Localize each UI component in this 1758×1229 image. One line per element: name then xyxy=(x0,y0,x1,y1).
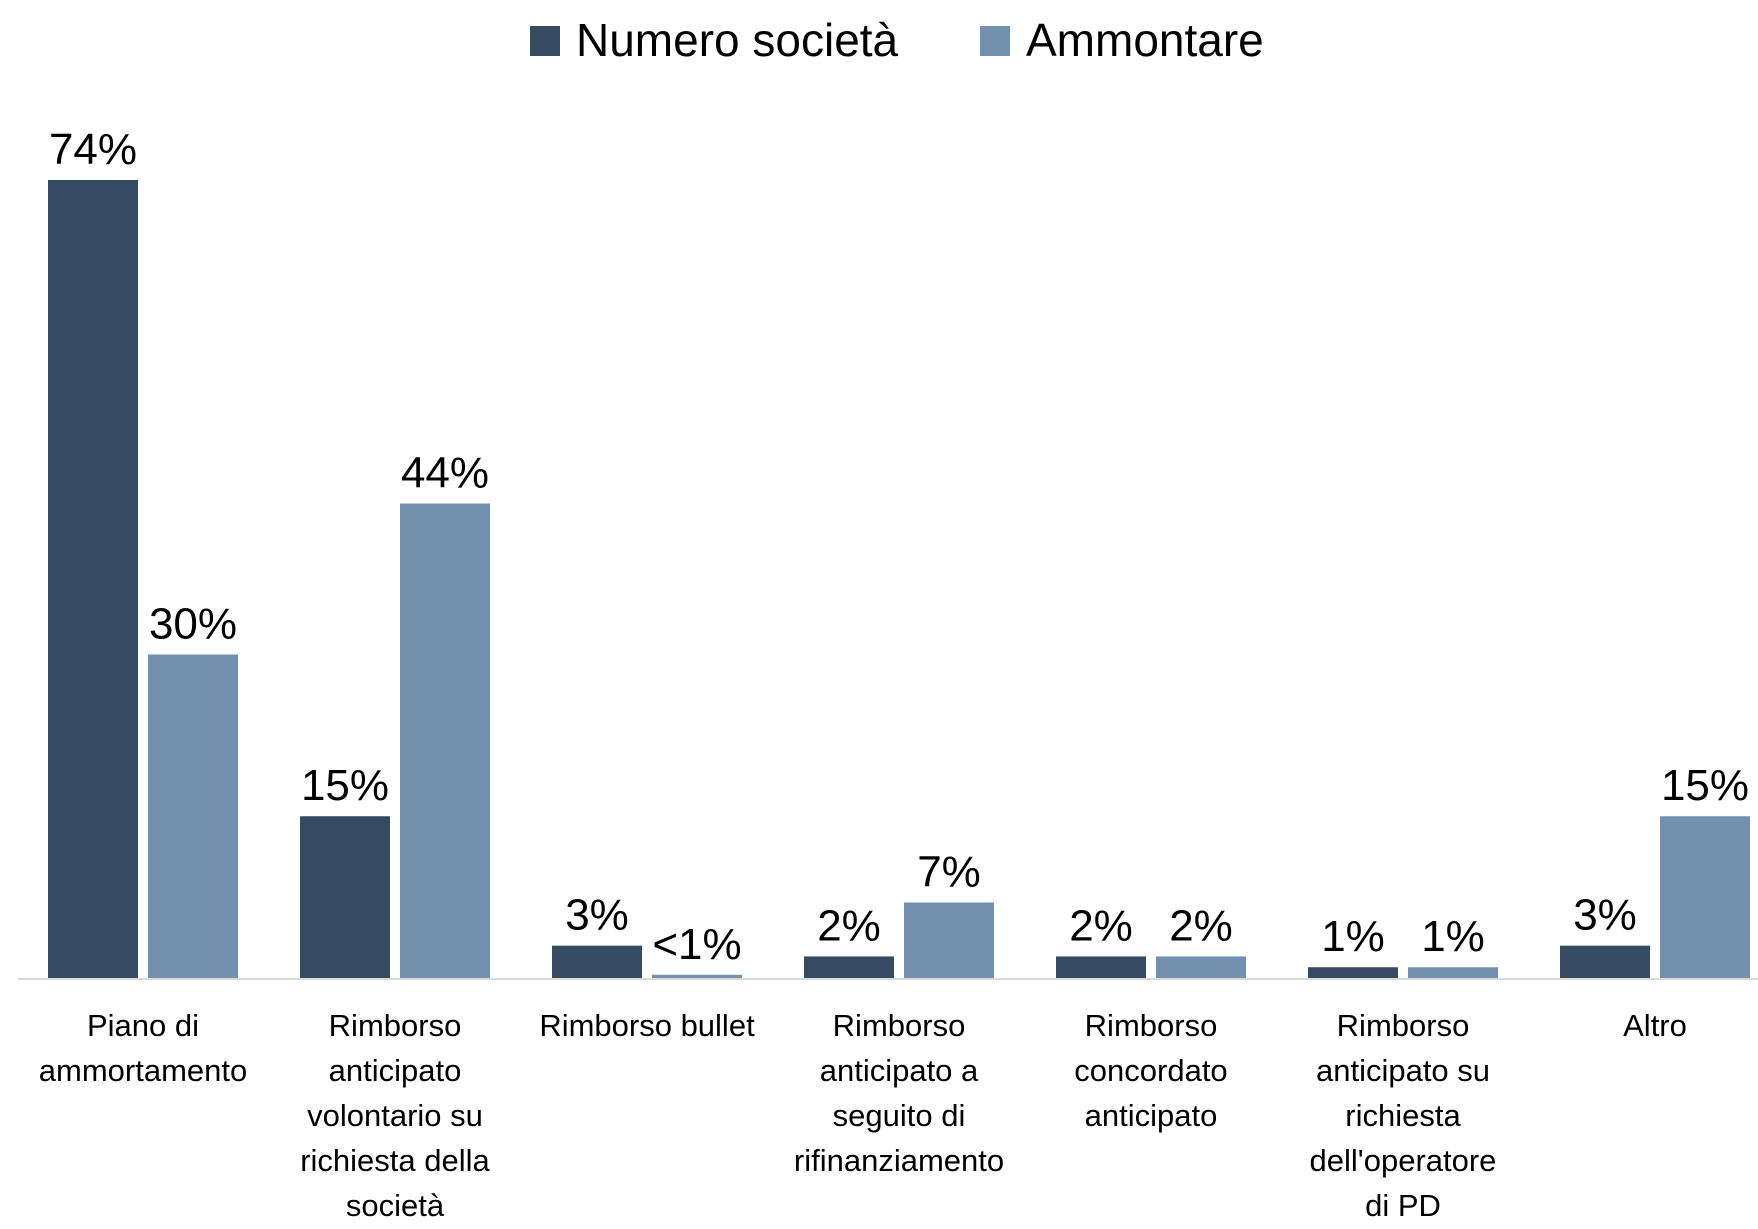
bar-numero-societa-6 xyxy=(1560,945,1650,978)
category-label-line: anticipato a xyxy=(820,1053,979,1088)
bar-ammontare-4 xyxy=(1156,956,1246,978)
data-label-numero-societa-6: 3% xyxy=(1573,891,1637,940)
category-label-line: Rimborso xyxy=(329,1008,462,1043)
legend-label-ammontare: Ammontare xyxy=(1026,14,1264,66)
bars xyxy=(48,180,1750,978)
legend: Numero società Ammontare xyxy=(530,14,1264,66)
category-label-line: di PD xyxy=(1365,1188,1441,1223)
bar-numero-societa-2 xyxy=(552,945,642,978)
data-label-numero-societa-1: 15% xyxy=(301,761,389,810)
data-label-numero-societa-2: 3% xyxy=(565,891,629,940)
category-label-line: Rimborso xyxy=(1085,1008,1218,1043)
category-label-line: ammortamento xyxy=(39,1053,247,1088)
data-label-numero-societa-5: 1% xyxy=(1321,912,1385,961)
category-label-line: volontario su xyxy=(307,1098,483,1133)
data-label-numero-societa-0: 74% xyxy=(49,125,137,174)
category-label-4: Rimborso concordato anticipato xyxy=(1074,1008,1227,1133)
data-label-ammontare-5: 1% xyxy=(1421,912,1485,961)
category-label-6: Altro xyxy=(1623,1008,1687,1043)
data-label-ammontare-3: 7% xyxy=(917,848,981,897)
category-label-line: Rimborso xyxy=(1337,1008,1470,1043)
bar-numero-societa-1 xyxy=(300,816,390,978)
data-label-ammontare-4: 2% xyxy=(1169,901,1233,950)
category-label-line: richiesta xyxy=(1345,1098,1461,1133)
bar-ammontare-0 xyxy=(148,654,238,978)
category-label-line: dell'operatore xyxy=(1310,1143,1497,1178)
category-label-line: Rimborso bullet xyxy=(539,1008,755,1043)
bar-numero-societa-3 xyxy=(804,956,894,978)
category-label-line: concordato xyxy=(1074,1053,1227,1088)
category-label-line: richiesta della xyxy=(300,1143,490,1178)
category-label-line: Piano di xyxy=(87,1008,199,1043)
data-label-ammontare-0: 30% xyxy=(149,599,237,648)
category-label-line: anticipato su xyxy=(1316,1053,1490,1088)
category-label-line: anticipato xyxy=(329,1053,462,1088)
category-label-3: Rimborso anticipato a seguito di rifinanzia… xyxy=(794,1008,1004,1178)
bar-ammontare-6 xyxy=(1660,816,1750,978)
bar-numero-societa-0 xyxy=(48,180,138,978)
bar-ammontare-1 xyxy=(400,503,490,978)
category-label-0: Piano di ammortamento xyxy=(39,1008,247,1088)
category-label-line: seguito di xyxy=(833,1098,966,1133)
category-label-1: Rimborso anticipato volontario su richiesta… xyxy=(300,1008,490,1223)
bar-numero-societa-5 xyxy=(1308,967,1398,978)
data-label-numero-societa-3: 2% xyxy=(817,901,881,950)
bar-ammontare-5 xyxy=(1408,967,1498,978)
bar-ammontare-3 xyxy=(904,902,994,978)
category-label-line: anticipato xyxy=(1085,1098,1218,1133)
legend-swatch-ammontare xyxy=(980,26,1010,56)
category-labels: Piano di ammortamento Rimborso anticipato vo… xyxy=(39,1008,1687,1223)
category-label-2: Rimborso bullet xyxy=(539,1008,755,1043)
data-label-ammontare-1: 44% xyxy=(401,449,489,498)
bar-ammontare-2 xyxy=(652,974,742,978)
data-label-ammontare-6: 15% xyxy=(1661,761,1749,810)
bar-numero-societa-4 xyxy=(1056,956,1146,978)
legend-swatch-numero-societa xyxy=(530,26,560,56)
category-label-line: Rimborso xyxy=(833,1008,966,1043)
category-label-line: rifinanziamento xyxy=(794,1143,1004,1178)
legend-label-numero-societa: Numero società xyxy=(576,14,899,66)
data-label-ammontare-2: <1% xyxy=(652,920,741,969)
category-label-5: Rimborso anticipato su richiesta dell'opera… xyxy=(1310,1008,1497,1223)
category-label-line: Altro xyxy=(1623,1008,1687,1043)
value-labels: 74% 30% 15% 44% 3% <1% 2% 7% 2% 2% 1% 1% 3% 15% xyxy=(49,125,1749,969)
category-label-line: società xyxy=(346,1188,445,1223)
data-label-numero-societa-4: 2% xyxy=(1069,901,1133,950)
